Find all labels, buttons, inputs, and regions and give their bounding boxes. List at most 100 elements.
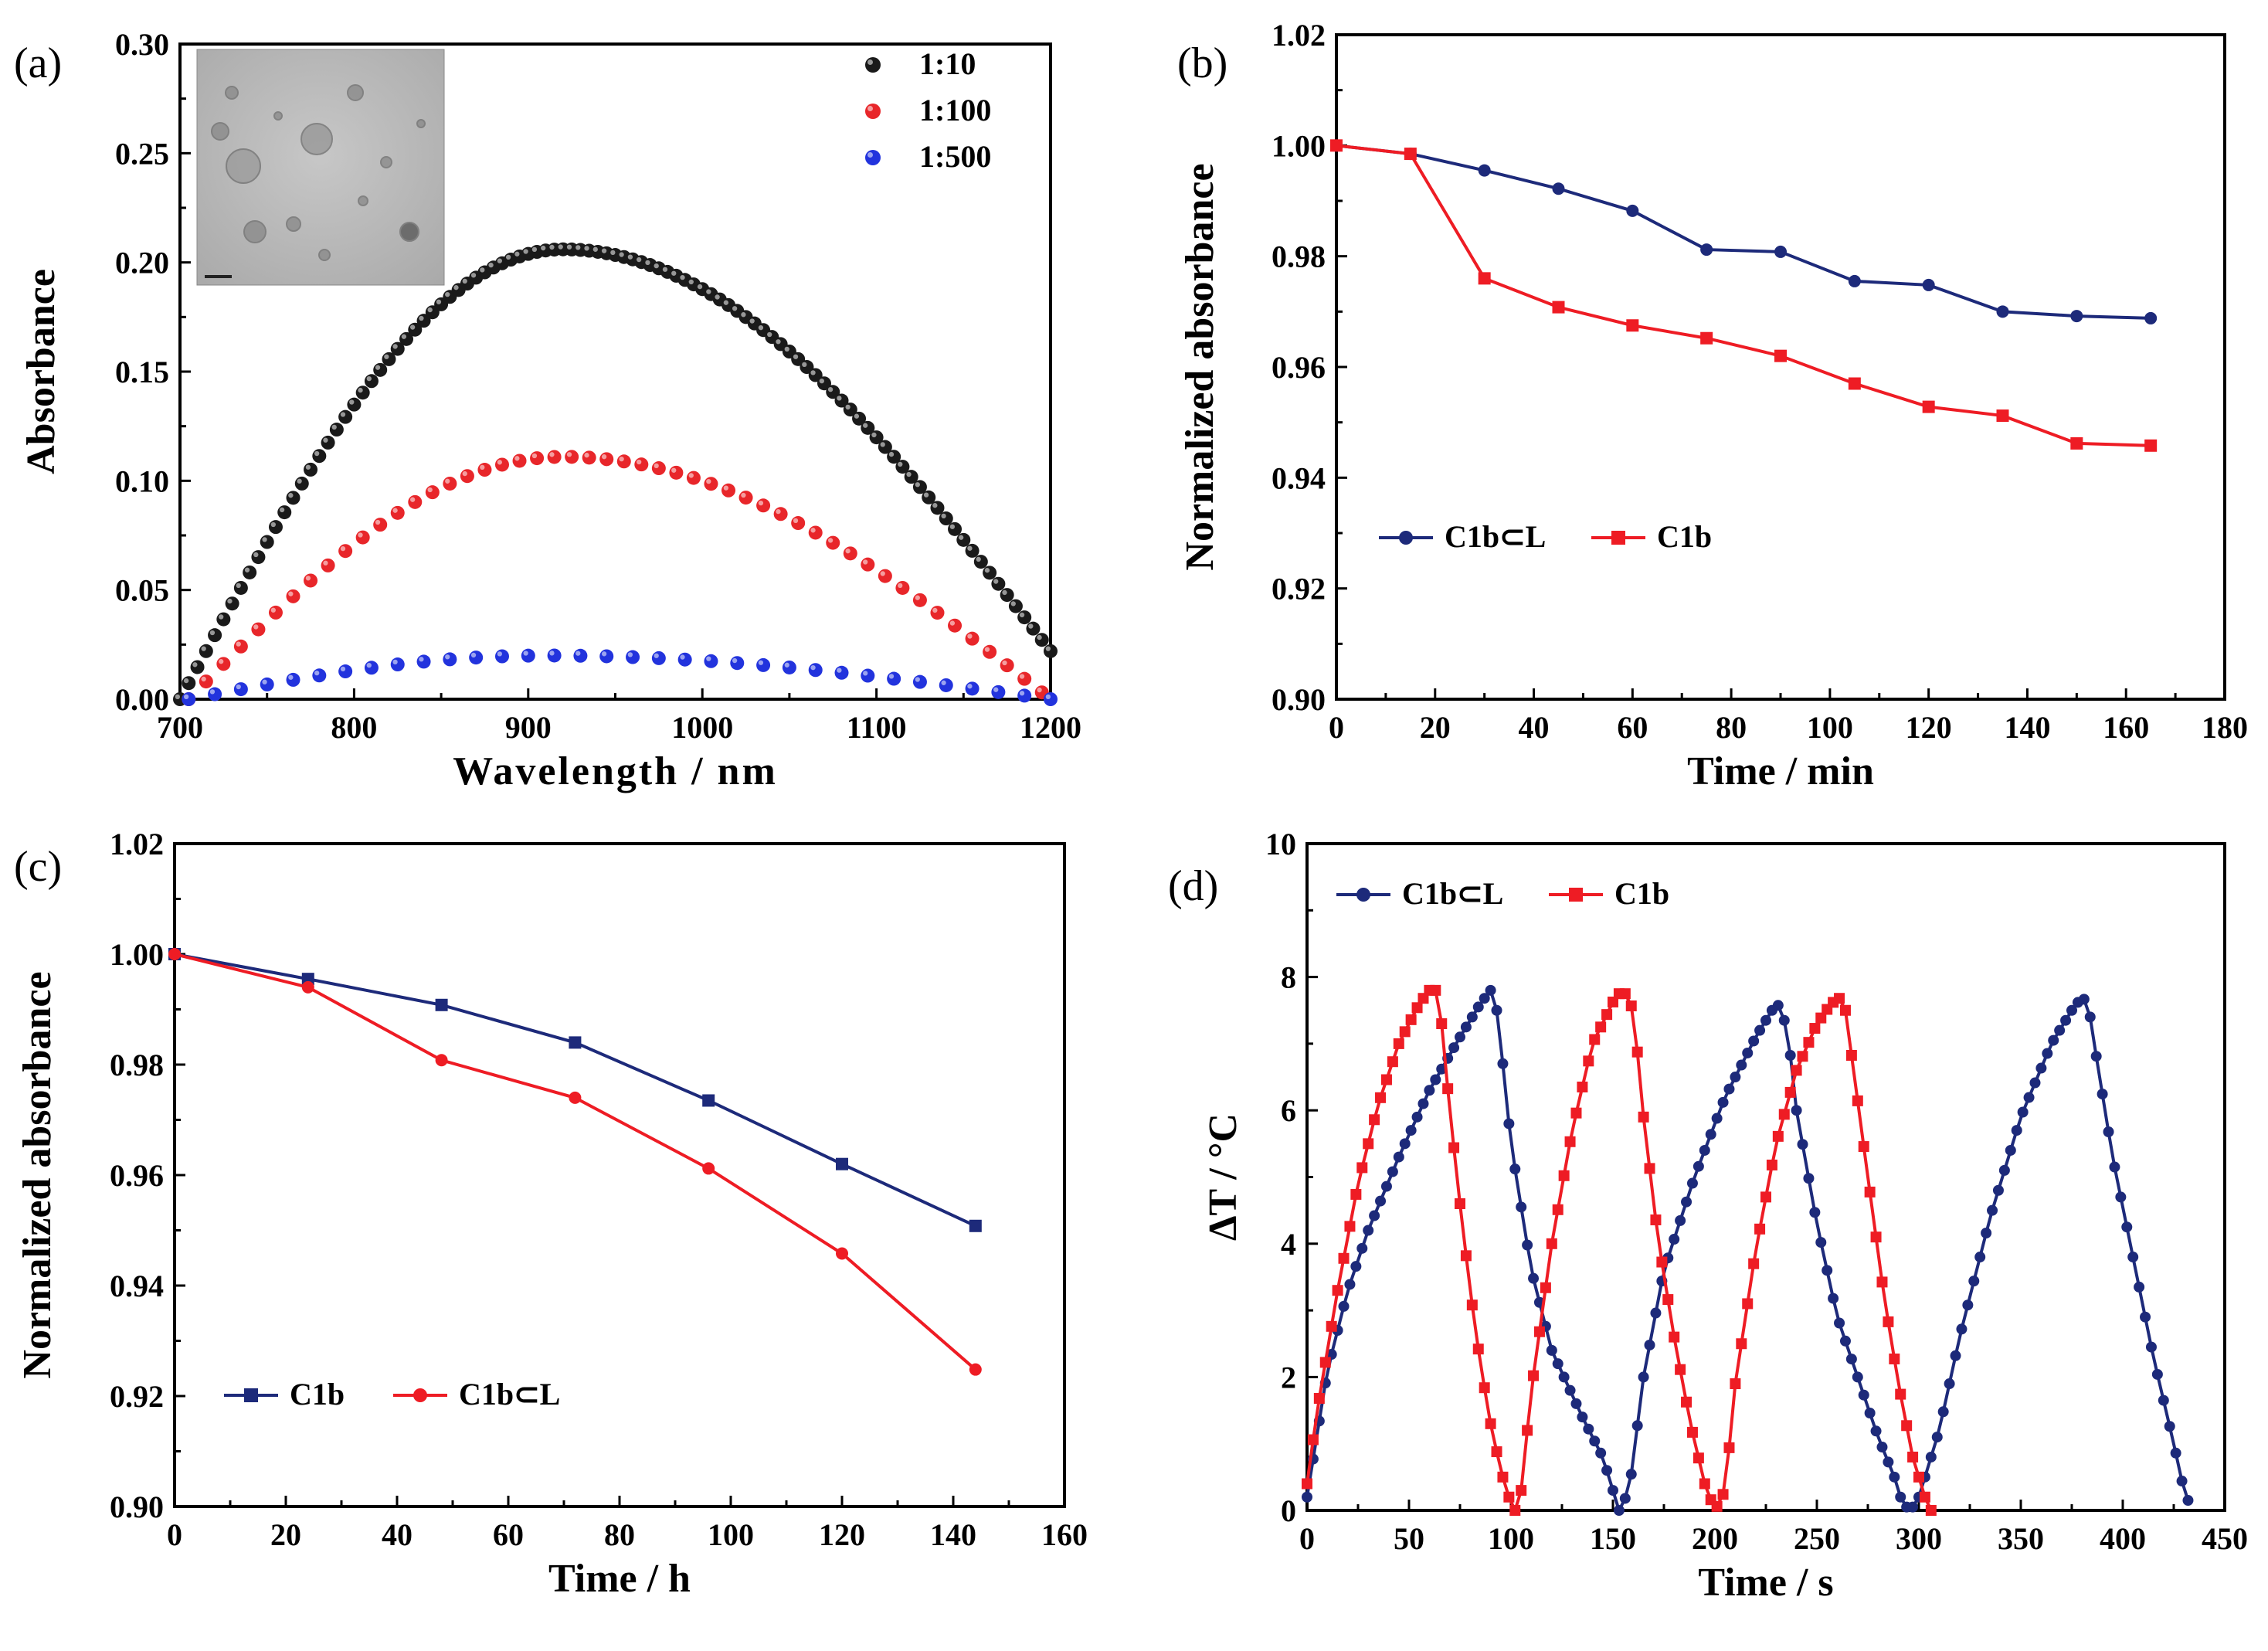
- y-tick-label: 0.94: [110, 1269, 164, 1303]
- data-point-shine: [888, 451, 895, 457]
- data-point: [1558, 1371, 1570, 1383]
- data-point-shine: [976, 556, 981, 562]
- data-point: [1852, 1095, 1863, 1106]
- data-point: [1950, 1350, 1961, 1361]
- data-point: [1686, 1177, 1698, 1189]
- x-tick-label: 20: [1420, 710, 1451, 745]
- data-point: [1326, 1320, 1337, 1332]
- data-point: [1472, 1344, 1484, 1355]
- data-point-shine: [566, 452, 572, 457]
- data-point: [1017, 610, 1032, 625]
- data-point: [1766, 1159, 1777, 1170]
- data-point: [1760, 1191, 1771, 1203]
- panel-a-plot: 700 800 900 1000 1100 1200 0.00 0.05 0.10 0.15 0.2…: [19, 27, 1081, 793]
- data-point: [338, 544, 353, 559]
- data-point: [878, 569, 892, 583]
- data-point: [2144, 311, 2158, 324]
- data-point-shine: [549, 452, 555, 457]
- data-point: [1375, 1092, 1387, 1103]
- legend: C1b⊂L C1b: [1336, 876, 1669, 911]
- data-point: [216, 612, 231, 627]
- legend: 1:10 1:100 1:500: [865, 46, 991, 174]
- y-axis-label: Absorbance: [19, 269, 63, 474]
- data-point-shine: [253, 552, 259, 558]
- data-point-shine: [984, 647, 990, 652]
- series-line: [1336, 144, 2151, 447]
- data-point-shine: [627, 652, 633, 657]
- data-point-shine: [497, 258, 502, 263]
- data-point-shine: [732, 306, 738, 311]
- x-tick-label: 200: [1692, 1521, 1738, 1556]
- data-point-shine: [262, 679, 267, 685]
- data-point-shine: [959, 535, 964, 540]
- data-point: [1711, 1113, 1723, 1124]
- data-point: [1809, 1023, 1821, 1034]
- y-tick-label: 1.00: [110, 937, 164, 972]
- data-point: [329, 423, 344, 437]
- data-point: [260, 535, 274, 549]
- data-point: [1478, 164, 1491, 177]
- x-axis-label: Wavelength / nm: [453, 749, 778, 793]
- x-tick-label: 80: [604, 1517, 635, 1552]
- data-point: [1608, 1485, 1618, 1496]
- y-tick-label: 0.96: [1272, 350, 1326, 385]
- data-point: [887, 671, 901, 686]
- data-point: [808, 663, 823, 678]
- panel-a: (a): [14, 27, 1081, 793]
- data-point: [1528, 1272, 1540, 1284]
- x-tick-label: 140: [930, 1517, 976, 1552]
- data-point: [2060, 1014, 2072, 1026]
- data-point-shine: [863, 423, 868, 428]
- data-point-shine: [358, 387, 363, 393]
- data-point-shine: [505, 254, 511, 260]
- data-point-shine: [949, 620, 956, 626]
- data-point-shine: [802, 362, 807, 368]
- data-point: [1922, 278, 1935, 291]
- data-point: [573, 648, 588, 663]
- data-point: [1503, 1118, 1515, 1130]
- data-point-shine: [514, 251, 520, 256]
- data-point: [1008, 599, 1023, 613]
- data-point: [1822, 1265, 1833, 1276]
- data-point: [1485, 1418, 1496, 1429]
- legend-marker: [244, 1388, 258, 1402]
- data-point: [2134, 1281, 2145, 1293]
- data-point: [2070, 437, 2083, 450]
- data-point: [721, 483, 736, 498]
- data-point-shine: [845, 404, 850, 410]
- data-point-shine: [601, 651, 607, 657]
- data-point-shine: [671, 270, 677, 276]
- data-point-shine: [480, 464, 485, 471]
- data-point-shine: [236, 583, 241, 588]
- data-point-shine: [549, 651, 555, 656]
- data-point: [2103, 1126, 2114, 1138]
- data-point: [521, 648, 535, 663]
- data-point-shine: [810, 528, 816, 533]
- data-point: [1711, 1500, 1723, 1512]
- legend-label: C1b: [1614, 876, 1669, 911]
- legend-marker: [1356, 888, 1370, 902]
- data-point-shine: [270, 607, 276, 613]
- data-point: [1619, 988, 1631, 1000]
- data-point-shine: [888, 674, 895, 679]
- y-tick-label: 0.98: [1272, 239, 1326, 274]
- data-point: [965, 543, 980, 558]
- data-point-shine: [898, 583, 903, 588]
- data-point: [233, 682, 248, 697]
- data-point: [199, 644, 213, 658]
- data-point: [1430, 1074, 1441, 1085]
- series-C1b: [1302, 984, 1937, 1516]
- data-point-shine: [654, 463, 659, 469]
- data-point: [1858, 1141, 1869, 1153]
- legend-marker: [865, 57, 881, 73]
- data-point-shine: [1037, 634, 1042, 640]
- data-point: [2140, 1311, 2151, 1323]
- data-point: [1705, 1129, 1716, 1140]
- data-point: [199, 674, 213, 689]
- y-tick-label: 0.96: [110, 1158, 164, 1193]
- data-point: [1411, 1002, 1423, 1014]
- data-point: [1895, 1388, 1906, 1400]
- data-point: [1742, 1047, 1754, 1058]
- panel-d: (d) 0 50 100 150 200 250 300 350 400 450 0 2 4 6 8 10 Ti…: [1168, 827, 2248, 1605]
- panel-b: (b) 0 20 40 60 80 100 120 140 160 180 0.90 0.92 0.94…: [1177, 18, 2248, 793]
